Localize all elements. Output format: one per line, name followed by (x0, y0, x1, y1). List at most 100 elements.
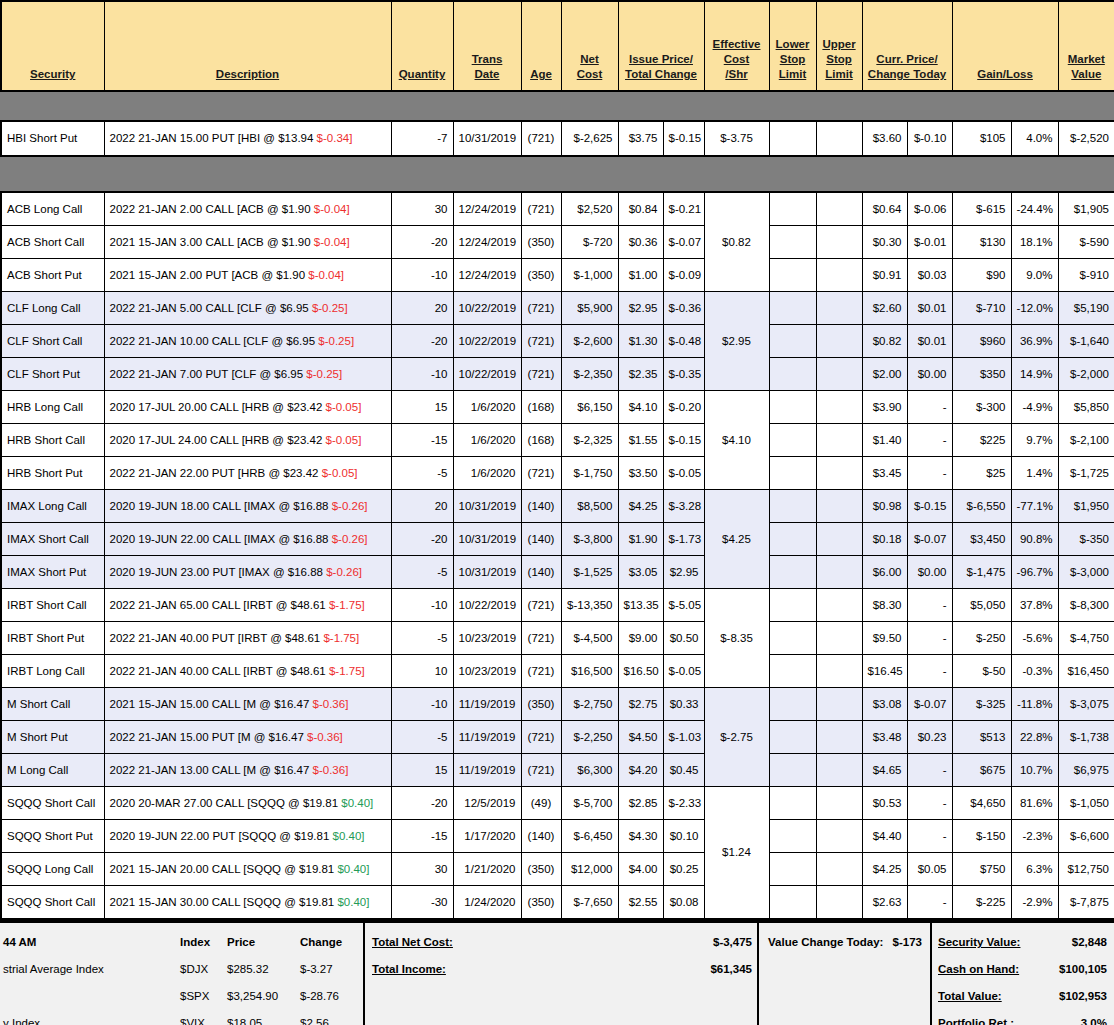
change-today-cell[interactable]: $-0.10 (907, 121, 952, 156)
net-cost-cell[interactable]: $-2,600 (561, 325, 618, 358)
curr-price-cell[interactable]: $3.08 (862, 688, 907, 721)
upper-stop-limit-cell[interactable] (816, 853, 862, 886)
curr-price-cell[interactable]: $8.30 (862, 589, 907, 622)
effective-cost-cell[interactable]: $2.95 (704, 292, 769, 391)
quantity-cell[interactable]: -5 (391, 721, 453, 754)
quantity-cell[interactable]: -5 (391, 622, 453, 655)
age-cell[interactable]: (350) (521, 688, 561, 721)
curr-price-cell[interactable]: $3.60 (862, 121, 907, 156)
trans-date-cell[interactable]: 11/19/2019 (453, 721, 521, 754)
change-today-cell[interactable]: - (907, 655, 952, 688)
net-cost-cell[interactable]: $6,150 (561, 391, 618, 424)
quantity-cell[interactable]: -5 (391, 556, 453, 589)
upper-stop-limit-cell[interactable] (816, 259, 862, 292)
trans-date-cell[interactable]: 10/23/2019 (453, 655, 521, 688)
header-trans-date[interactable]: Trans Date (453, 1, 521, 91)
total-change-cell[interactable]: $-1.73 (663, 523, 704, 556)
security-cell[interactable]: IRBT Short Put (1, 622, 104, 655)
description-cell[interactable]: 2022 21-JAN 22.00 PUT [HRB @ $23.42 $-0.… (104, 457, 391, 490)
security-cell[interactable]: HRB Short Call (1, 424, 104, 457)
description-cell[interactable]: 2022 21-JAN 5.00 CALL [CLF @ $6.95 $-0.2… (104, 292, 391, 325)
curr-price-cell[interactable]: $6.00 (862, 556, 907, 589)
curr-price-cell[interactable]: $9.50 (862, 622, 907, 655)
effective-cost-cell[interactable]: $0.82 (704, 192, 769, 292)
total-change-cell[interactable]: $0.50 (663, 622, 704, 655)
net-cost-cell[interactable]: $8,500 (561, 490, 618, 523)
market-value-cell[interactable]: $6,975 (1058, 754, 1114, 787)
curr-price-cell[interactable]: $0.82 (862, 325, 907, 358)
issue-price-cell[interactable]: $1.30 (618, 325, 663, 358)
header-curr-price[interactable]: Curr. Price/ Change Today (862, 1, 952, 91)
curr-price-cell[interactable]: $3.48 (862, 721, 907, 754)
upper-stop-limit-cell[interactable] (816, 457, 862, 490)
curr-price-cell[interactable]: $2.60 (862, 292, 907, 325)
security-cell[interactable]: CLF Short Put (1, 358, 104, 391)
issue-price-cell[interactable]: $2.85 (618, 787, 663, 820)
description-cell[interactable]: 2021 15-JAN 3.00 CALL [ACB @ $1.90 $-0.0… (104, 226, 391, 259)
gain-loss-cell[interactable]: $-325 (952, 688, 1011, 721)
lower-stop-limit-cell[interactable] (769, 490, 816, 523)
gain-loss-pct-cell[interactable]: 36.9% (1011, 325, 1058, 358)
description-cell[interactable]: 2022 21-JAN 15.00 PUT [HBI @ $13.94 $-0.… (104, 121, 391, 156)
quantity-cell[interactable]: -20 (391, 523, 453, 556)
gain-loss-cell[interactable]: $25 (952, 457, 1011, 490)
curr-price-cell[interactable]: $4.25 (862, 853, 907, 886)
trans-date-cell[interactable]: 10/22/2019 (453, 358, 521, 391)
total-change-cell[interactable]: $2.95 (663, 556, 704, 589)
gain-loss-cell[interactable]: $675 (952, 754, 1011, 787)
net-cost-cell[interactable]: $-2,750 (561, 688, 618, 721)
change-today-cell[interactable]: $0.01 (907, 292, 952, 325)
security-cell[interactable]: SQQQ Short Call (1, 787, 104, 820)
age-cell[interactable]: (721) (521, 622, 561, 655)
trans-date-cell[interactable]: 1/6/2020 (453, 391, 521, 424)
issue-price-cell[interactable]: $3.50 (618, 457, 663, 490)
net-cost-cell[interactable]: $-4,500 (561, 622, 618, 655)
gain-loss-pct-cell[interactable]: -11.8% (1011, 688, 1058, 721)
issue-price-cell[interactable]: $4.25 (618, 490, 663, 523)
description-cell[interactable]: 2022 21-JAN 13.00 CALL [M @ $16.47 $-0.3… (104, 754, 391, 787)
age-cell[interactable]: (721) (521, 121, 561, 156)
gain-loss-pct-cell[interactable]: -5.6% (1011, 622, 1058, 655)
change-today-cell[interactable]: - (907, 424, 952, 457)
total-change-cell[interactable]: $-0.15 (663, 424, 704, 457)
gain-loss-cell[interactable]: $513 (952, 721, 1011, 754)
trans-date-cell[interactable]: 12/24/2019 (453, 259, 521, 292)
gain-loss-cell[interactable]: $-615 (952, 192, 1011, 226)
quantity-cell[interactable]: -10 (391, 688, 453, 721)
header-issue-price[interactable]: Issue Price/ Total Change (618, 1, 704, 91)
trans-date-cell[interactable]: 10/23/2019 (453, 622, 521, 655)
gain-loss-cell[interactable]: $-250 (952, 622, 1011, 655)
gain-loss-cell[interactable]: $-150 (952, 820, 1011, 853)
change-today-cell[interactable]: $0.03 (907, 259, 952, 292)
change-today-cell[interactable]: $0.00 (907, 556, 952, 589)
age-cell[interactable]: (350) (521, 226, 561, 259)
lower-stop-limit-cell[interactable] (769, 523, 816, 556)
gain-loss-pct-cell[interactable]: -2.9% (1011, 886, 1058, 920)
change-today-cell[interactable]: $-0.06 (907, 192, 952, 226)
lower-stop-limit-cell[interactable] (769, 820, 816, 853)
gain-loss-cell[interactable]: $5,050 (952, 589, 1011, 622)
trans-date-cell[interactable]: 12/5/2019 (453, 787, 521, 820)
age-cell[interactable]: (49) (521, 787, 561, 820)
net-cost-cell[interactable]: $-2,250 (561, 721, 618, 754)
total-change-cell[interactable]: $-0.48 (663, 325, 704, 358)
upper-stop-limit-cell[interactable] (816, 622, 862, 655)
issue-price-cell[interactable]: $2.55 (618, 886, 663, 920)
upper-stop-limit-cell[interactable] (816, 886, 862, 920)
description-cell[interactable]: 2021 15-JAN 2.00 PUT [ACB @ $1.90 $-0.04… (104, 259, 391, 292)
lower-stop-limit-cell[interactable] (769, 358, 816, 391)
total-change-cell[interactable]: $-0.07 (663, 226, 704, 259)
age-cell[interactable]: (721) (521, 325, 561, 358)
trans-date-cell[interactable]: 1/6/2020 (453, 457, 521, 490)
total-change-cell[interactable]: $-0.09 (663, 259, 704, 292)
security-cell[interactable]: M Short Call (1, 688, 104, 721)
age-cell[interactable]: (721) (521, 721, 561, 754)
market-value-cell[interactable]: $-2,100 (1058, 424, 1114, 457)
upper-stop-limit-cell[interactable] (816, 688, 862, 721)
net-cost-cell[interactable]: $-7,650 (561, 886, 618, 920)
issue-price-cell[interactable]: $0.84 (618, 192, 663, 226)
upper-stop-limit-cell[interactable] (816, 192, 862, 226)
age-cell[interactable]: (140) (521, 523, 561, 556)
header-gain-loss[interactable]: Gain/Loss (952, 1, 1058, 91)
change-today-cell[interactable]: $-0.15 (907, 490, 952, 523)
